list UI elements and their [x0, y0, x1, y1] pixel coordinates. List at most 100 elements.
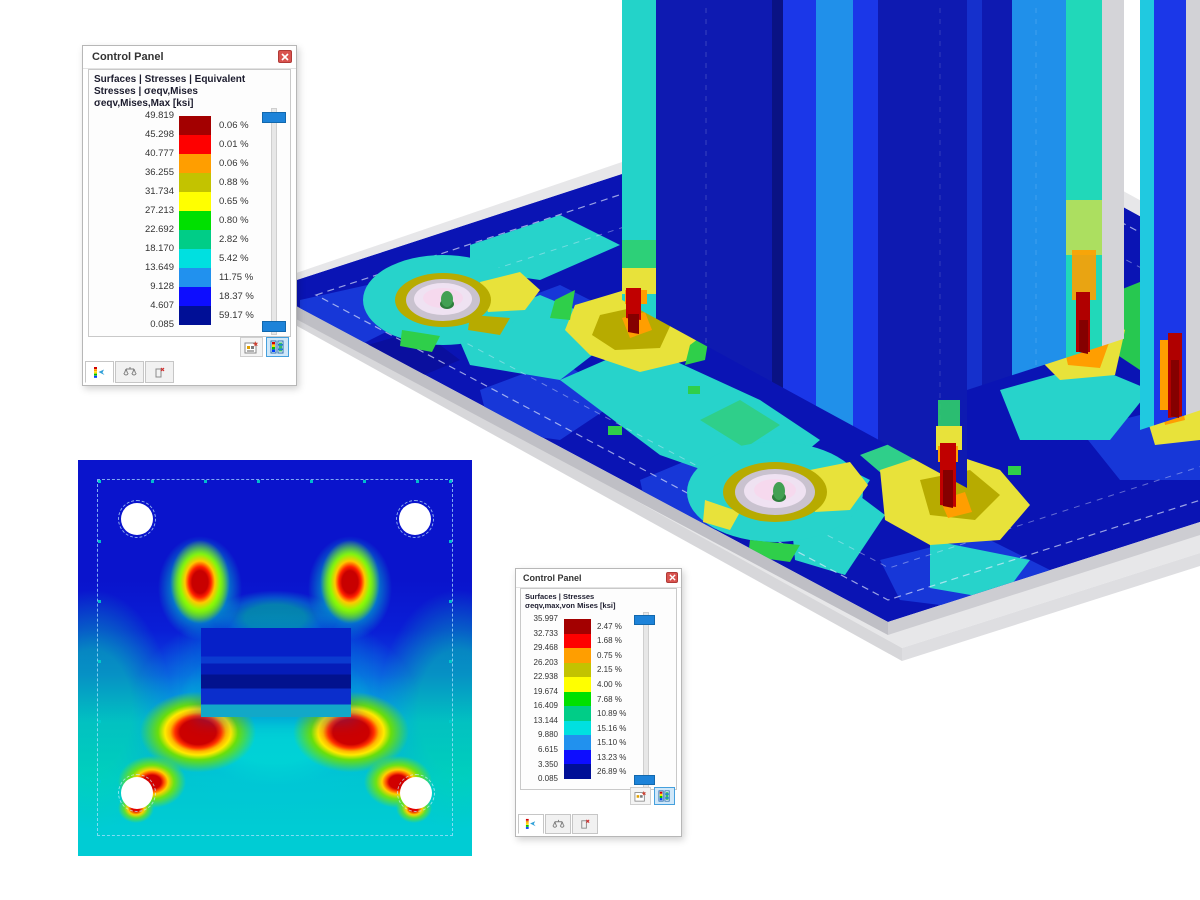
- legend-color-swatch: [179, 192, 211, 211]
- legend-color-swatch: [564, 764, 591, 780]
- legend-bin-percentage: 2.82 %: [219, 234, 249, 245]
- tab-display-options[interactable]: [572, 814, 598, 834]
- panel-tabs: [518, 814, 598, 834]
- dashed-outline: [97, 479, 453, 836]
- legend-bin: 15.10 %: [564, 735, 659, 750]
- tab-color-scale[interactable]: [85, 361, 114, 383]
- legend-color-swatch: [564, 648, 591, 663]
- legend-boundary-value: 13.649: [144, 262, 174, 274]
- legend-bin-percentage: 0.65 %: [219, 196, 249, 207]
- tab-factors[interactable]: [115, 361, 144, 383]
- legend-bin: 0.65 %: [179, 192, 289, 211]
- legend-boundary-value: 32.733: [533, 628, 558, 638]
- bolt-hole: [396, 500, 434, 538]
- panel-settings-button[interactable]: [240, 337, 263, 357]
- bolt-hole: [118, 500, 156, 538]
- panel-settings-button[interactable]: [630, 787, 651, 805]
- legend-color-swatch: [564, 619, 591, 634]
- slider-track[interactable]: [643, 612, 649, 789]
- legend-bin: 0.75 %: [564, 648, 659, 663]
- legend-value-labels: 35.997 32.733 29.468 26.203 22.938 19.674 16.4…: [518, 614, 558, 783]
- legend-toolbar: [630, 787, 675, 805]
- legend-bin: 0.06 %: [179, 116, 289, 135]
- slider-handle-top[interactable]: [262, 111, 286, 123]
- legend-color-swatch: [564, 633, 591, 649]
- legend-bin-percentage: 26.89 %: [597, 767, 627, 777]
- legend-boundary-value: 19.674: [533, 686, 558, 696]
- tab-factors[interactable]: [545, 814, 571, 834]
- legend-bin: 11.75 %: [179, 268, 289, 287]
- legend-bin-percentage: 0.01 %: [219, 139, 249, 150]
- legend-color-swatch: [179, 135, 211, 154]
- legend-color-swatch: [179, 306, 211, 325]
- anchor-bolt-left: [363, 255, 540, 352]
- close-icon[interactable]: [666, 572, 678, 583]
- legend-boundary-value: 9.128: [150, 281, 174, 293]
- legend-boundary-value: 35.997: [533, 614, 558, 623]
- legend-color-swatch: [564, 706, 591, 721]
- legend-toolbar: [240, 337, 289, 357]
- legend-boundary-value: 16.409: [533, 701, 558, 711]
- legend-boundary-value: 18.170: [144, 243, 174, 255]
- legend-bin-percentage: 0.06 %: [219, 158, 249, 169]
- legend-color-swatch: [564, 735, 591, 750]
- slider-handle-bottom[interactable]: [634, 775, 655, 785]
- control-panel-2: Control Panel Surfaces | Stresses σeqv,m…: [515, 568, 682, 837]
- steel-column: [622, 0, 1200, 508]
- legend-boundary-value: 36.255: [144, 167, 174, 179]
- anchor-bolt-front: [687, 442, 868, 562]
- color-scale-options-button[interactable]: [654, 787, 675, 805]
- legend-bin-percentage: 4.00 %: [597, 679, 622, 689]
- legend-color-swatch: [564, 720, 591, 736]
- legend-color-swatch: [564, 691, 591, 707]
- legend-bin: 7.68 %: [564, 691, 659, 707]
- bolt-hole: [397, 774, 435, 812]
- color-scale-options-button[interactable]: [266, 337, 289, 357]
- close-icon[interactable]: [278, 50, 292, 63]
- legend-boundary-value: 0.085: [537, 774, 558, 784]
- legend-bin-percentage: 5.42 %: [219, 253, 249, 264]
- legend-bin: 2.47 %: [564, 619, 659, 634]
- legend-bin-percentage: 0.06 %: [219, 120, 249, 131]
- legend-boundary-value: 22.938: [533, 672, 558, 682]
- legend-boundary-value: 49.819: [144, 110, 174, 122]
- legend-color-bins: 0.06 % 0.01 % 0.06 % 0.88 % 0.65 % 0.80 % 2.82…: [179, 116, 289, 325]
- legend-bin-percentage: 10.89 %: [597, 709, 627, 719]
- legend-boundary-value: 4.607: [150, 300, 174, 312]
- result-header-line1: Surfaces | Stresses: [525, 592, 595, 601]
- legend-color-swatch: [564, 749, 591, 765]
- plate-stress-heatmap-2d: [78, 460, 472, 856]
- tab-color-scale[interactable]: [518, 814, 544, 834]
- legend-color-swatch: [179, 230, 211, 249]
- panel-titlebar[interactable]: Control Panel: [516, 569, 681, 588]
- legend-bin: 2.82 %: [179, 230, 289, 249]
- column-base-stress: [622, 200, 1182, 508]
- bolt-hole: [118, 774, 156, 812]
- legend-bin: 13.23 %: [564, 749, 659, 765]
- legend-color-swatch: [564, 662, 591, 678]
- legend-value-labels: 49.819 45.298 40.777 36.255 31.734 27.213 22.6…: [89, 110, 174, 330]
- legend-color-swatch: [179, 287, 211, 306]
- legend-bin: 0.80 %: [179, 211, 289, 230]
- legend-bin-percentage: 2.15 %: [597, 665, 622, 675]
- legend-boundary-value: 40.777: [144, 148, 174, 160]
- legend-bin-percentage: 15.10 %: [597, 738, 627, 748]
- legend-boundary-value: 3.350: [537, 759, 558, 769]
- legend-boundary-value: 45.298: [144, 129, 174, 141]
- legend-color-swatch: [564, 677, 591, 692]
- slider-handle-bottom[interactable]: [262, 320, 286, 332]
- legend-bin: 1.68 %: [564, 633, 659, 649]
- legend-bin-percentage: 11.75 %: [219, 272, 254, 283]
- legend-boundary-value: 26.203: [533, 657, 558, 667]
- legend-bin-percentage: 2.47 %: [597, 621, 622, 631]
- legend-boundary-value: 29.468: [533, 643, 558, 653]
- slider-track[interactable]: [271, 108, 277, 335]
- legend-bin: 0.88 %: [179, 173, 289, 192]
- legend-bin: 2.15 %: [564, 662, 659, 678]
- slider-handle-top[interactable]: [634, 615, 655, 625]
- legend-bin-percentage: 15.16 %: [597, 723, 627, 733]
- tab-display-options[interactable]: [145, 361, 174, 383]
- panel-titlebar[interactable]: Control Panel: [83, 46, 296, 69]
